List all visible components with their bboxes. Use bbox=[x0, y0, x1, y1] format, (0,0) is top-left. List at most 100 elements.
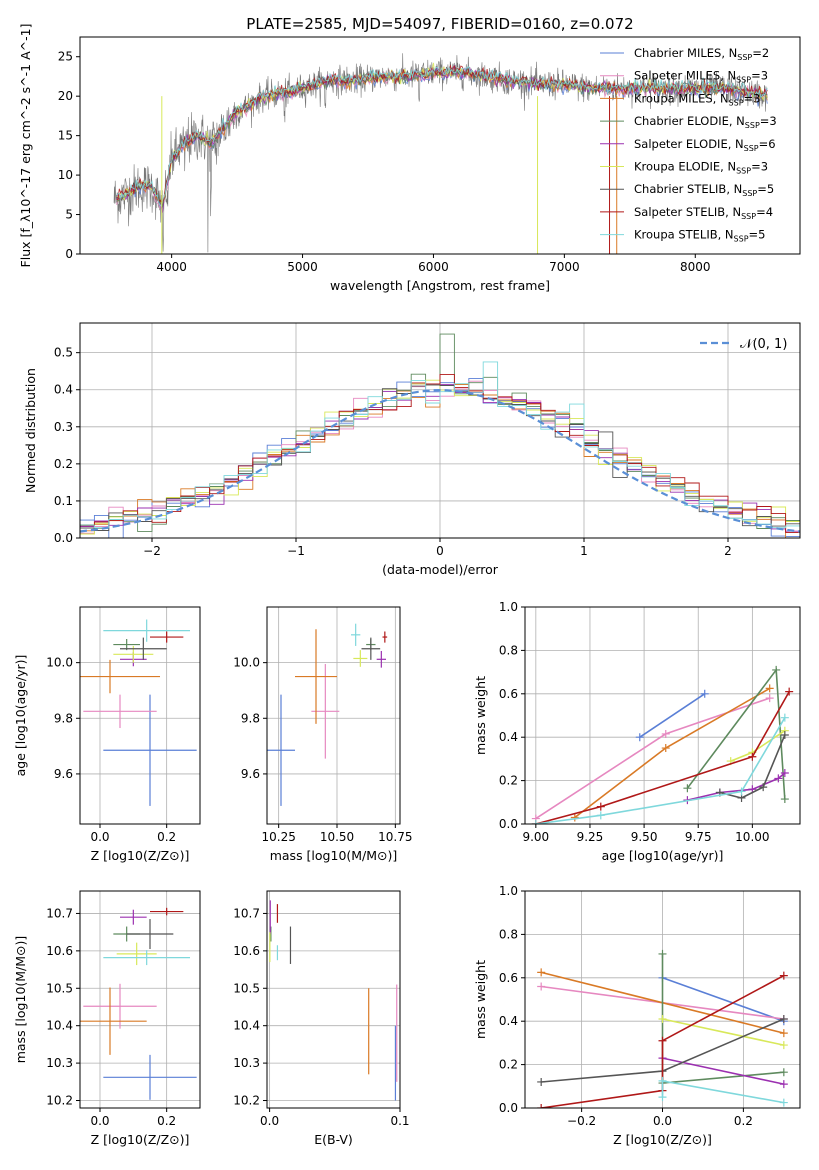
x-tick-label: 0.1 bbox=[390, 1114, 409, 1128]
y-tick-label: 20 bbox=[58, 89, 73, 103]
weight-marker-salpeter_elodie bbox=[779, 1080, 788, 1089]
weight-marker-chabrier_elodie bbox=[658, 949, 667, 958]
model-spectrum-kroupa_stelib bbox=[116, 65, 768, 207]
x-tick-label: 9.00 bbox=[522, 830, 549, 844]
residuals-legend: 𝒩(0, 1) bbox=[700, 337, 787, 352]
y-tick-label: 1.0 bbox=[499, 884, 518, 898]
weight-marker-kroupa_stelib bbox=[780, 713, 789, 722]
axes-frame bbox=[79, 890, 201, 1109]
x-axis-label: mass [log10(M/M⊙)] bbox=[270, 848, 398, 863]
weight-marker-chabrier_elodie bbox=[779, 1068, 788, 1077]
y-tick-label: 0.6 bbox=[499, 687, 518, 701]
x-tick-label: 10.50 bbox=[320, 830, 354, 844]
x-tick-label: −1 bbox=[287, 544, 305, 558]
weight-marker-kroupa_stelib bbox=[658, 1093, 667, 1102]
y-axis-label: mass weight bbox=[473, 960, 488, 1039]
y-tick-label: 0.0 bbox=[54, 531, 73, 545]
weight-marker-kroupa_stelib bbox=[658, 1076, 667, 1085]
weight-marker-kroupa_miles bbox=[661, 744, 670, 753]
y-tick-label: 10.3 bbox=[46, 1056, 73, 1070]
weight-marker-kroupa_miles bbox=[570, 813, 579, 822]
legend-label: Salpeter MILES, NSSP=3 bbox=[634, 69, 768, 85]
y-tick-label: 1.0 bbox=[499, 600, 518, 614]
x-tick-label: −2 bbox=[143, 544, 161, 558]
mass_vs_ebv-panel: 0.0 0.1 10.2 10.3 10.4 10.5 10.6 10.7 E(B-V) bbox=[233, 890, 410, 1147]
legend-label: 𝒩(0, 1) bbox=[740, 337, 787, 352]
weight_vs_age-panel: 9.00 9.25 9.50 9.75 10.00 0.0 0.2 0.4 0.6 0.8 1.0 a… bbox=[473, 600, 801, 863]
x-tick-label: 6000 bbox=[418, 260, 449, 274]
x-tick-label: 8000 bbox=[680, 260, 711, 274]
weight-series-salpeter_stelib bbox=[535, 691, 790, 824]
weight-lines bbox=[531, 665, 794, 824]
weight-marker-chabrier_stelib bbox=[537, 1077, 546, 1086]
y-tick-label: 0.8 bbox=[499, 927, 518, 941]
y-tick-label: 0.3 bbox=[54, 420, 73, 434]
x-tick-label: 0.0 bbox=[90, 830, 109, 844]
legend-label: Salpeter ELODIE, NSSP=6 bbox=[634, 137, 776, 153]
x-tick-label: 0.0 bbox=[90, 1114, 109, 1128]
weight-marker-chabrier_elodie bbox=[772, 665, 781, 674]
y-tick-label: 10 bbox=[58, 168, 73, 182]
y-tick-label: 0.5 bbox=[54, 346, 73, 360]
errorbars bbox=[80, 907, 197, 1100]
histograms bbox=[80, 333, 800, 538]
weight-marker-chabrier_miles bbox=[635, 733, 644, 742]
x-axis-label: Z [log10(Z/Z⊙)] bbox=[91, 1132, 190, 1147]
legend-label: Chabrier ELODIE, NSSP=3 bbox=[634, 114, 777, 130]
axes-frame bbox=[266, 606, 401, 825]
x-axis-label: Z [log10(Z/Z⊙)] bbox=[91, 848, 190, 863]
weight-marker-salpeter_miles bbox=[537, 982, 546, 991]
y-tick-label: 10.3 bbox=[233, 1056, 260, 1070]
y-tick-label: 0.6 bbox=[499, 971, 518, 985]
x-tick-label: 5000 bbox=[287, 260, 318, 274]
weight-marker-salpeter_stelib bbox=[785, 687, 794, 696]
y-axis-label: mass weight bbox=[473, 676, 488, 755]
weight-marker-salpeter_stelib bbox=[596, 802, 605, 811]
weight-marker-kroupa_stelib bbox=[531, 820, 540, 824]
weight-series-chabrier_stelib bbox=[719, 734, 786, 799]
weight-marker-salpeter_stelib bbox=[748, 752, 757, 761]
x-tick-label: −0.2 bbox=[567, 1114, 596, 1128]
spectrum-panel: 4000 5000 6000 7000 8000 0 5 10 15 20 25 wavelength… bbox=[18, 24, 801, 293]
weight-marker-chabrier_stelib bbox=[759, 783, 768, 792]
spectrum-lines bbox=[113, 53, 768, 254]
legend-label: Kroupa STELIB, NSSP=5 bbox=[634, 228, 765, 244]
legend-label: Salpeter STELIB, NSSP=4 bbox=[634, 205, 773, 221]
y-tick-label: 0.2 bbox=[54, 457, 73, 471]
errorbars bbox=[267, 623, 388, 806]
x-axis-label: wavelength [Angstrom, rest frame] bbox=[330, 278, 550, 293]
y-tick-label: 10.4 bbox=[233, 1019, 260, 1033]
y-tick-label: 0.4 bbox=[54, 383, 73, 397]
y-tick-label: 0.0 bbox=[499, 817, 518, 831]
weight-marker-kroupa_miles bbox=[765, 684, 774, 693]
x-tick-label: 7000 bbox=[549, 260, 580, 274]
x-axis-label: (data-model)/error bbox=[382, 562, 499, 577]
y-tick-label: 10.5 bbox=[233, 981, 260, 995]
weight-series-chabrier_miles bbox=[639, 693, 706, 738]
weight-marker-salpeter_elodie bbox=[780, 769, 789, 778]
weight-marker-salpeter_stelib bbox=[537, 1104, 546, 1108]
weight-series-kroupa_elodie bbox=[662, 1018, 784, 1046]
x-tick-label: 1 bbox=[580, 544, 588, 558]
weight-marker-salpeter_elodie bbox=[774, 774, 783, 783]
axes-frame bbox=[266, 890, 401, 1109]
y-tick-label: 10.5 bbox=[46, 981, 73, 995]
x-tick-label: 0.2 bbox=[157, 1114, 176, 1128]
x-axis-label: E(B-V) bbox=[314, 1132, 353, 1147]
y-tick-label: 0.2 bbox=[499, 1058, 518, 1072]
y-axis-label: Flux [f_λ10^-17 erg cm^-2 s^-1 A^-1] bbox=[18, 24, 33, 268]
histogram-kroupa_stelib bbox=[80, 361, 800, 529]
weight-marker-kroupa_stelib bbox=[779, 1098, 788, 1107]
weight-marker-kroupa_stelib bbox=[596, 811, 605, 820]
weight-marker-chabrier_stelib bbox=[779, 1015, 788, 1024]
spectrum-legend: Chabrier MILES, NSSP=2 Salpeter MILES, NS… bbox=[600, 46, 777, 244]
y-tick-label: 10.0 bbox=[46, 656, 73, 670]
x-tick-label: 0.2 bbox=[157, 830, 176, 844]
y-tick-label: 5 bbox=[65, 208, 73, 222]
y-tick-label: 9.6 bbox=[241, 767, 260, 781]
weight-marker-chabrier_miles bbox=[700, 689, 709, 698]
x-tick-label: 10.75 bbox=[378, 830, 412, 844]
x-tick-label: 2 bbox=[724, 544, 732, 558]
y-tick-label: 10.7 bbox=[46, 906, 73, 920]
